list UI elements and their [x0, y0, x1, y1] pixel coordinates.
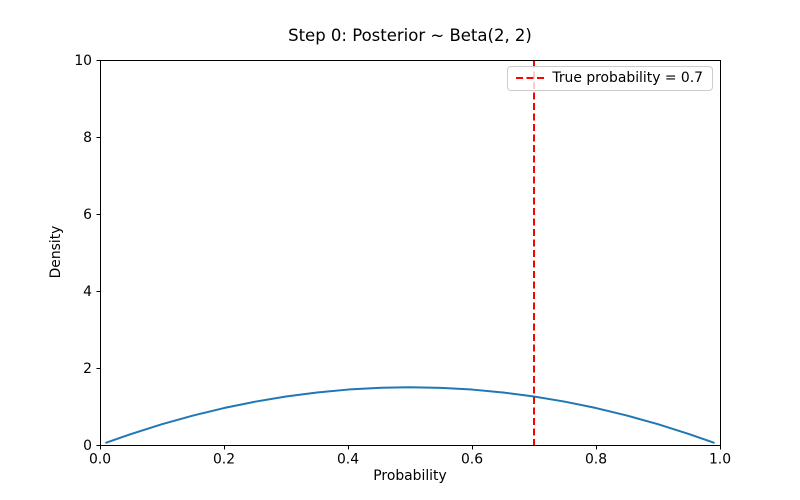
- y-tick-label: 6: [83, 207, 92, 223]
- x-tick-label: 1.0: [709, 452, 731, 468]
- y-tick-label: 4: [83, 284, 92, 300]
- legend-dashed-line-icon: [516, 77, 545, 79]
- y-tick-label: 0: [83, 438, 92, 454]
- x-tick-label: 0.2: [213, 452, 235, 468]
- posterior-density-curve: [105, 386, 715, 444]
- x-tick-label: 0.0: [89, 452, 111, 468]
- legend-label: True probability = 0.7: [552, 70, 703, 86]
- y-tick-label: 8: [83, 130, 92, 146]
- legend: True probability = 0.7: [507, 66, 713, 91]
- y-axis-label: Density: [48, 225, 64, 279]
- x-tick-label: 0.8: [585, 452, 607, 468]
- y-tick-label: 2: [83, 361, 92, 377]
- x-axis-label: Probability: [373, 468, 447, 484]
- y-tick-label: 10: [74, 53, 92, 69]
- x-tick-label: 0.4: [337, 452, 359, 468]
- x-tick-label: 0.6: [461, 452, 483, 468]
- axes-spines: [100, 60, 721, 446]
- chart-title: Step 0: Posterior ~ Beta(2, 2): [288, 26, 532, 45]
